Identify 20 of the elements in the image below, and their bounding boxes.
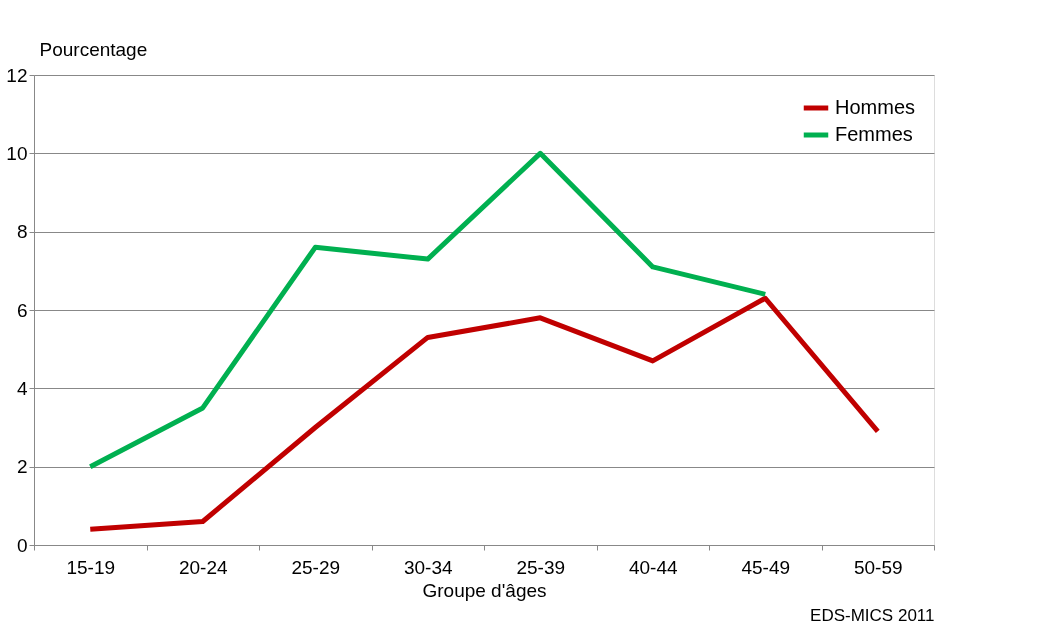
y-axis-title: Pourcentage: [39, 38, 148, 60]
y-tick-label: 4: [16, 377, 28, 399]
x-tick-label: 50-59: [853, 556, 903, 578]
x-tick-label: 15-19: [66, 556, 116, 578]
y-tick-label: 0: [16, 534, 28, 556]
x-tick-label: 45-49: [741, 556, 791, 578]
x-axis-title: Groupe d'âges: [422, 579, 547, 601]
x-tick-label: 40-44: [628, 556, 678, 578]
x-tick-label: 20-24: [178, 556, 228, 578]
x-tick-label: 30-34: [403, 556, 453, 578]
y-tick-label: 10: [6, 142, 28, 164]
y-tick-label: 6: [16, 299, 28, 321]
text: EDS-MICS 2011: [810, 606, 935, 625]
y-tick-label: 8: [16, 221, 28, 243]
legend-label: Femmes: [835, 123, 913, 145]
legend-label: Hommes: [835, 96, 916, 118]
x-tick-label: 25-29: [291, 556, 341, 578]
y-tick-label: 2: [16, 456, 28, 478]
x-tick-label: 25-39: [516, 556, 566, 578]
y-tick-label: 12: [6, 64, 28, 86]
